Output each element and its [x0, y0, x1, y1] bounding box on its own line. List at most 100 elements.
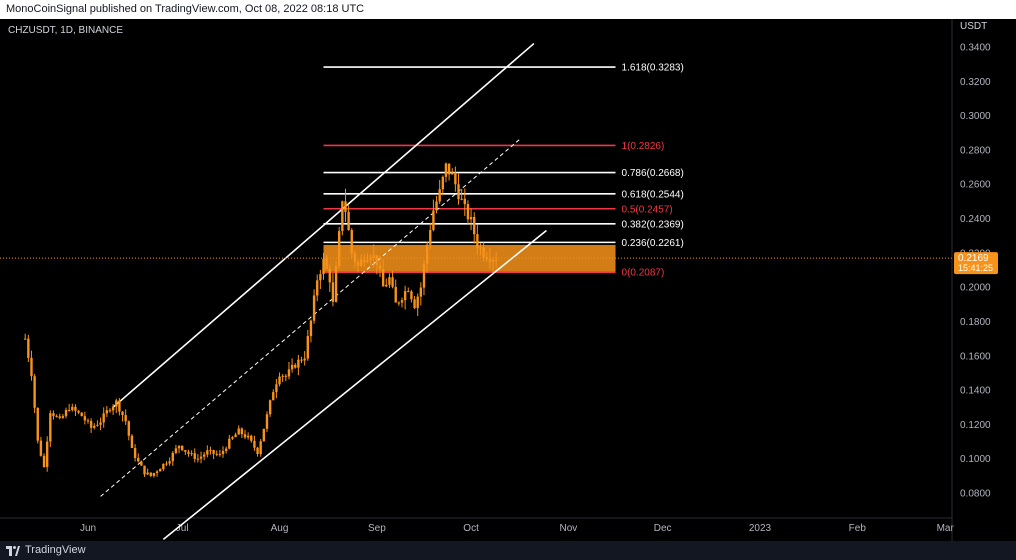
- candle-body: [61, 416, 65, 418]
- time-tick-label: Sep: [368, 523, 386, 534]
- candle-body: [438, 189, 441, 202]
- candle-body: [265, 414, 269, 429]
- candle-body: [152, 473, 156, 476]
- candle-body: [108, 410, 112, 412]
- candle-body: [290, 364, 294, 370]
- last-price-value: 0.2169: [958, 253, 989, 264]
- candle-body: [391, 277, 394, 287]
- candle-body: [111, 406, 115, 411]
- candle-body: [353, 253, 357, 262]
- publisher-line: MonoCoinSignal published on TradingView.…: [6, 3, 365, 15]
- candle-body: [325, 258, 328, 269]
- time-tick-label: Feb: [849, 523, 867, 534]
- time-tick-label: 2023: [749, 523, 772, 534]
- candle-body: [363, 259, 366, 262]
- candle-body: [55, 416, 58, 418]
- last-price-box: [954, 252, 998, 275]
- candle-body: [237, 428, 240, 435]
- candle-body: [403, 291, 407, 301]
- candle-body: [441, 176, 445, 190]
- candle-body: [168, 461, 171, 464]
- candle-body: [212, 450, 215, 454]
- price-tick-label: 0.2600: [960, 180, 991, 191]
- candle-body: [253, 440, 256, 448]
- price-chart[interactable]: CHZUSDT, 1D, BINANCE USDT 0.3400 0.3200 0.…: [0, 19, 1016, 541]
- candle-body: [479, 247, 482, 249]
- candle-body: [49, 413, 52, 442]
- fib-level-label: 1.618(0.3283): [622, 63, 684, 74]
- candle-body: [488, 259, 492, 262]
- price-tick-label: 0.1600: [960, 351, 991, 362]
- candle-body: [432, 210, 435, 231]
- candle-body: [422, 263, 426, 288]
- candle-body: [334, 266, 338, 302]
- candle-body: [435, 201, 438, 211]
- fib-retracement[interactable]: 1.618(0.3283) 1(0.2826) 0.786(0.2668) 0.618…: [323, 63, 684, 279]
- candle-body: [199, 456, 203, 459]
- candle-body: [124, 415, 127, 422]
- price-tick-label: 0.2800: [960, 145, 991, 156]
- candle-body: [240, 428, 244, 435]
- candle-body: [347, 211, 350, 231]
- candle-body: [196, 458, 200, 460]
- candle-body: [457, 184, 460, 200]
- trend-channel[interactable]: [100, 42, 547, 540]
- price-tick-label: 0.2000: [960, 283, 991, 294]
- candle-body: [366, 260, 369, 262]
- chart-background: [0, 19, 1016, 541]
- candle-body: [482, 247, 485, 258]
- candle-body: [416, 296, 419, 309]
- candle-body: [231, 437, 234, 439]
- time-tick-label: Aug: [271, 523, 289, 534]
- candle-body: [447, 163, 451, 175]
- candle-body: [303, 358, 306, 361]
- candle-body: [429, 230, 432, 245]
- candle-body: [460, 198, 463, 200]
- candle-body: [89, 420, 93, 428]
- candle-body: [306, 336, 309, 359]
- candle-body: [309, 320, 313, 337]
- price-tick-label: 0.0800: [960, 489, 991, 500]
- candle-body: [155, 471, 159, 474]
- candle-body: [83, 416, 87, 421]
- candle-body: [99, 422, 102, 425]
- candle-body: [36, 407, 39, 441]
- candle-body: [297, 359, 300, 368]
- candle-body: [372, 255, 375, 258]
- candle-body: [256, 447, 259, 455]
- fib-level-label: 0.5(0.2457): [622, 204, 673, 215]
- candle-body: [127, 421, 131, 436]
- candle-body: [476, 234, 479, 249]
- candle-body: [294, 364, 297, 368]
- candle-body: [86, 420, 90, 422]
- candle-body: [469, 216, 473, 220]
- publisher-header: MonoCoinSignal published on TradingView.…: [0, 0, 1016, 19]
- brand[interactable]: TradingView: [6, 541, 86, 560]
- candle-body: [165, 463, 168, 465]
- candle-body: [30, 357, 33, 377]
- candle-body: [425, 244, 429, 264]
- price-tick-label: 0.3000: [960, 111, 991, 122]
- candle-body: [33, 376, 36, 408]
- candle-body: [246, 435, 250, 438]
- price-tick-label: 0.2400: [960, 214, 991, 225]
- candle-body: [133, 447, 137, 458]
- candle-body: [209, 450, 212, 452]
- fib-level-label: 1(0.2826): [622, 141, 665, 152]
- candle-body: [93, 425, 96, 428]
- channel-upper-line: [112, 42, 535, 408]
- candle-body: [444, 163, 448, 177]
- candle-body: [140, 461, 143, 466]
- candle-body: [190, 453, 193, 455]
- candle-body: [177, 445, 181, 449]
- candle-body: [356, 261, 360, 266]
- candle-body: [215, 453, 218, 455]
- candle-body: [350, 230, 353, 254]
- time-axis: Jun Jul Aug Sep Oct Nov Dec 2023 Feb Mar: [80, 523, 955, 534]
- candle-body: [143, 465, 146, 475]
- candle-body: [410, 291, 413, 300]
- candle-body: [259, 441, 262, 455]
- fib-level-label: 0.236(0.2261): [622, 238, 684, 249]
- tradingview-logo-icon: [6, 545, 20, 556]
- candle-body: [174, 448, 178, 453]
